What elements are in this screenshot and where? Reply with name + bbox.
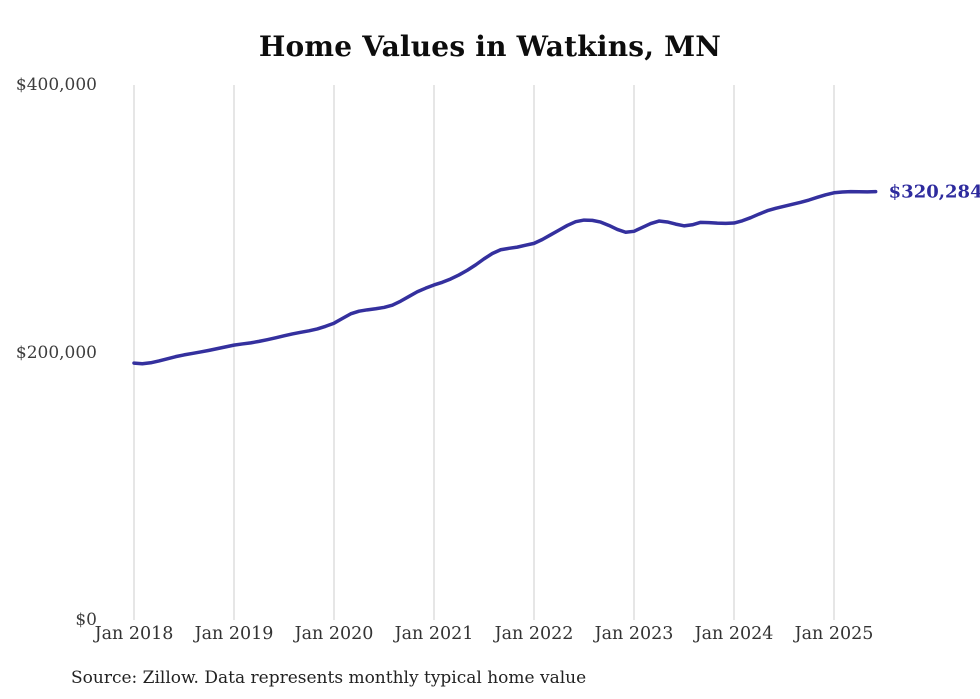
x-axis-tick-label: Jan 2022	[494, 624, 574, 644]
home-value-line	[132, 189, 878, 366]
x-axis-tick-label: Jan 2025	[794, 624, 874, 644]
x-axis-tick-label: Jan 2018	[94, 624, 174, 644]
y-axis-tick-label: $400,000	[15, 75, 97, 95]
x-axis-tick-label: Jan 2019	[194, 624, 274, 644]
line-end-value-label: $320,284	[888, 181, 980, 203]
chart-title: Home Values in Watkins, MN	[258, 30, 722, 63]
y-axis-tick-label: $200,000	[15, 342, 97, 363]
x-axis-tick-label: Jan 2021	[394, 624, 474, 644]
x-axis-tick-label: Jan 2020	[294, 624, 374, 644]
x-axis-tick-label: Jan 2023	[594, 624, 674, 644]
y-axis-tick-label: $0	[75, 610, 97, 630]
x-axis-tick-label: Jan 2024	[694, 624, 774, 644]
source-note: Source: Zillow. Data represents monthly …	[71, 668, 587, 688]
